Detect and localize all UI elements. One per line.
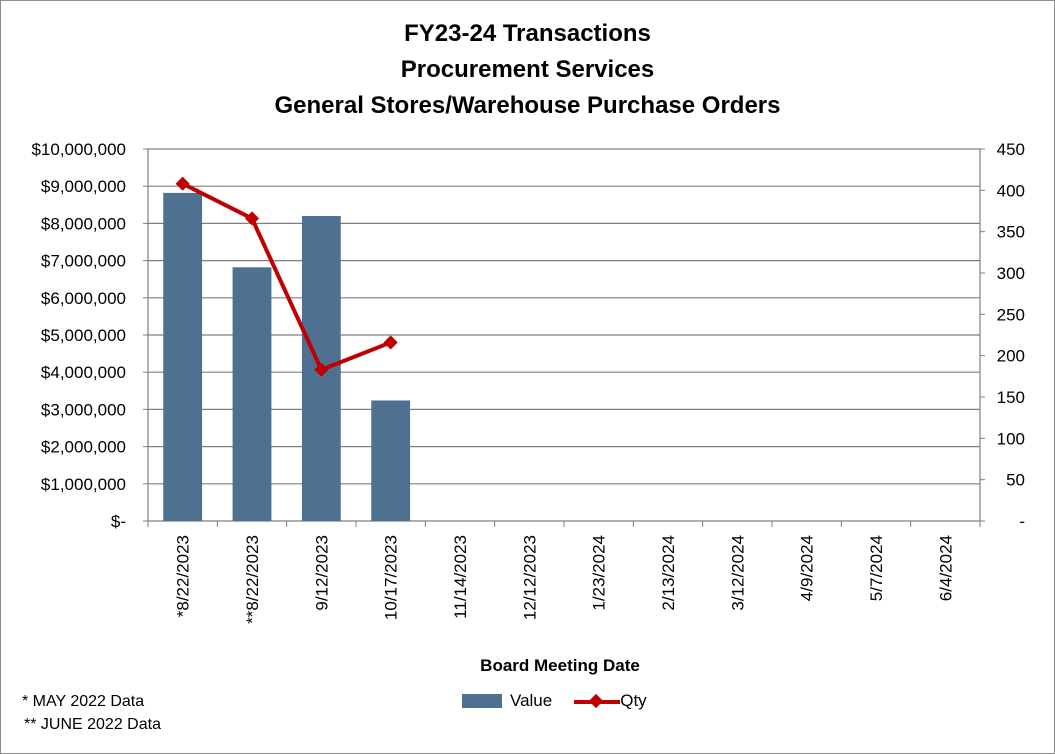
x-tick-label: **8/22/2023 (243, 535, 262, 624)
right-tick-label: 100 (997, 429, 1025, 448)
x-tick-label: 1/23/2024 (590, 535, 609, 611)
left-tick-label: $9,000,000 (41, 177, 126, 196)
footnote-june: ** JUNE 2022 Data (24, 716, 161, 733)
bar-value (232, 267, 272, 521)
left-tick-label: $1,000,000 (41, 475, 126, 494)
right-tick-label: 150 (997, 388, 1025, 407)
left-tick-label: $10,000,000 (31, 140, 126, 159)
chart-title-line-3: General Stores/Warehouse Purchase Orders (274, 92, 781, 119)
x-tick-label: 4/9/2024 (798, 535, 817, 601)
x-tick-label: 12/12/2023 (520, 535, 539, 620)
chart-title-line-1: FY23-24 Transactions (404, 20, 651, 47)
x-tick-label: 5/7/2024 (867, 535, 886, 601)
chart-legend: Value Qty (462, 691, 647, 711)
x-tick-label: *8/22/2023 (174, 535, 193, 617)
right-tick-label: 400 (997, 181, 1025, 200)
x-tick-label: 6/4/2024 (936, 535, 955, 601)
left-tick-label: $8,000,000 (41, 214, 126, 233)
line-qty (181, 181, 392, 372)
point-qty (244, 211, 260, 226)
legend-label-qty: Qty (620, 691, 647, 710)
chart-plot-area: $- $1,000,000 $2,000,000 $3,000,000 $4,000,0… (31, 140, 1025, 624)
right-tick-label: - (1019, 512, 1025, 531)
x-tick-label: 3/12/2024 (728, 535, 747, 611)
left-tick-label: $3,000,000 (41, 400, 126, 419)
x-axis-label: Board Meeting Date (480, 656, 640, 675)
left-tick-label: $4,000,000 (41, 363, 126, 382)
right-tick-label: 350 (997, 223, 1025, 242)
right-tick-label: 300 (997, 264, 1025, 283)
bar-value (163, 192, 203, 521)
x-tick-label: 9/12/2023 (312, 535, 331, 611)
left-tick-label: $7,000,000 (41, 252, 126, 271)
x-tick-label: 11/14/2023 (451, 535, 470, 619)
legend-swatch-qty (574, 693, 621, 709)
x-tick-label: 2/13/2024 (659, 535, 678, 611)
point-qty (175, 176, 190, 191)
left-tick-label: $5,000,000 (41, 326, 126, 345)
right-tick-label: 200 (997, 347, 1025, 366)
point-qty (383, 335, 398, 350)
left-tick-label: $- (111, 512, 126, 531)
left-tick-label: $2,000,000 (41, 438, 126, 457)
legend-swatch-value (462, 694, 502, 708)
footnote-may: * MAY 2022 Data (22, 693, 145, 710)
left-tick-label: $6,000,000 (41, 289, 126, 308)
right-tick-label: 250 (997, 305, 1025, 324)
x-tick-label: 10/17/2023 (382, 535, 401, 620)
right-tick-label: 450 (997, 140, 1025, 159)
right-tick-label: 50 (1006, 471, 1025, 490)
chart-title-line-2: Procurement Services (400, 56, 655, 83)
bar-value (371, 400, 411, 521)
point-qty (314, 362, 329, 377)
legend-label-value: Value (510, 691, 553, 710)
